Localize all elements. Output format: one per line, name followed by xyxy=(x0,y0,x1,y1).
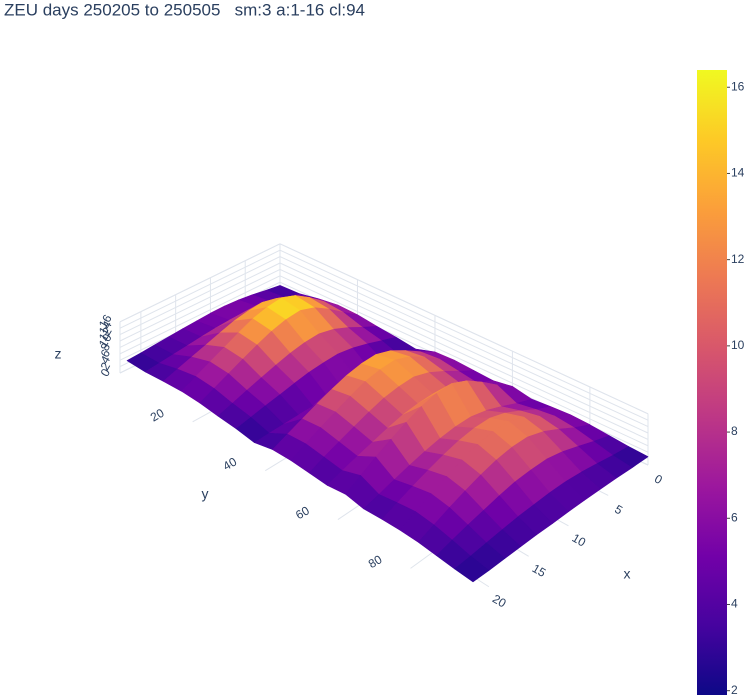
grid-line xyxy=(279,243,649,415)
y-tick-label: 40 xyxy=(221,454,240,473)
colorbar-tick-label: 12 xyxy=(731,252,745,266)
z-axis-title: z xyxy=(55,346,62,362)
x-tick-label: 5 xyxy=(612,502,625,518)
colorbar-tick-label: 16 xyxy=(731,79,745,93)
z-tick-label: 16 xyxy=(96,312,115,331)
colorbar: 2 4 6 8 10 12 14 16 xyxy=(697,70,745,697)
surface xyxy=(126,285,649,583)
colorbar-tick-label: 10 xyxy=(731,338,745,352)
colorbar-tick-label: 2 xyxy=(731,683,738,697)
surface-cell xyxy=(454,555,490,583)
colorbar-tick-label: 4 xyxy=(731,597,738,611)
grid-line xyxy=(119,243,281,323)
x-tick-label: 20 xyxy=(490,592,509,611)
grid-line xyxy=(119,249,281,329)
x-tick-label: 15 xyxy=(530,561,549,580)
grid-line xyxy=(119,262,281,342)
y-axis-title: y xyxy=(202,486,209,502)
grid-line xyxy=(279,249,649,421)
chart-title: ZEU days 250205 to 250505 sm:3 a:1-16 cl… xyxy=(4,0,365,19)
x-axis-title: x xyxy=(624,566,631,582)
grid-line xyxy=(279,268,649,440)
grid-line xyxy=(119,268,281,348)
colorbar-tick-label: 8 xyxy=(731,424,738,438)
colorbar-tick-label: 6 xyxy=(731,510,738,524)
colorbar-scale xyxy=(697,70,727,695)
grid-line xyxy=(119,275,281,355)
grid-line xyxy=(279,275,649,447)
z-tick-label: 14 xyxy=(96,318,115,337)
z-tick-label: 10 xyxy=(96,331,115,350)
colorbar-tick-label: 14 xyxy=(731,166,745,180)
z-tick-label: 12 xyxy=(96,325,115,344)
grid-line xyxy=(279,256,649,428)
y-tick-label: 20 xyxy=(148,406,167,425)
x-tick-label: 0 xyxy=(652,472,665,488)
grid-line xyxy=(279,262,649,434)
x-tick-label: 10 xyxy=(570,531,589,550)
y-tick-label: 80 xyxy=(366,552,385,571)
grid-line xyxy=(119,256,281,336)
y-tick-label: 60 xyxy=(293,503,312,522)
